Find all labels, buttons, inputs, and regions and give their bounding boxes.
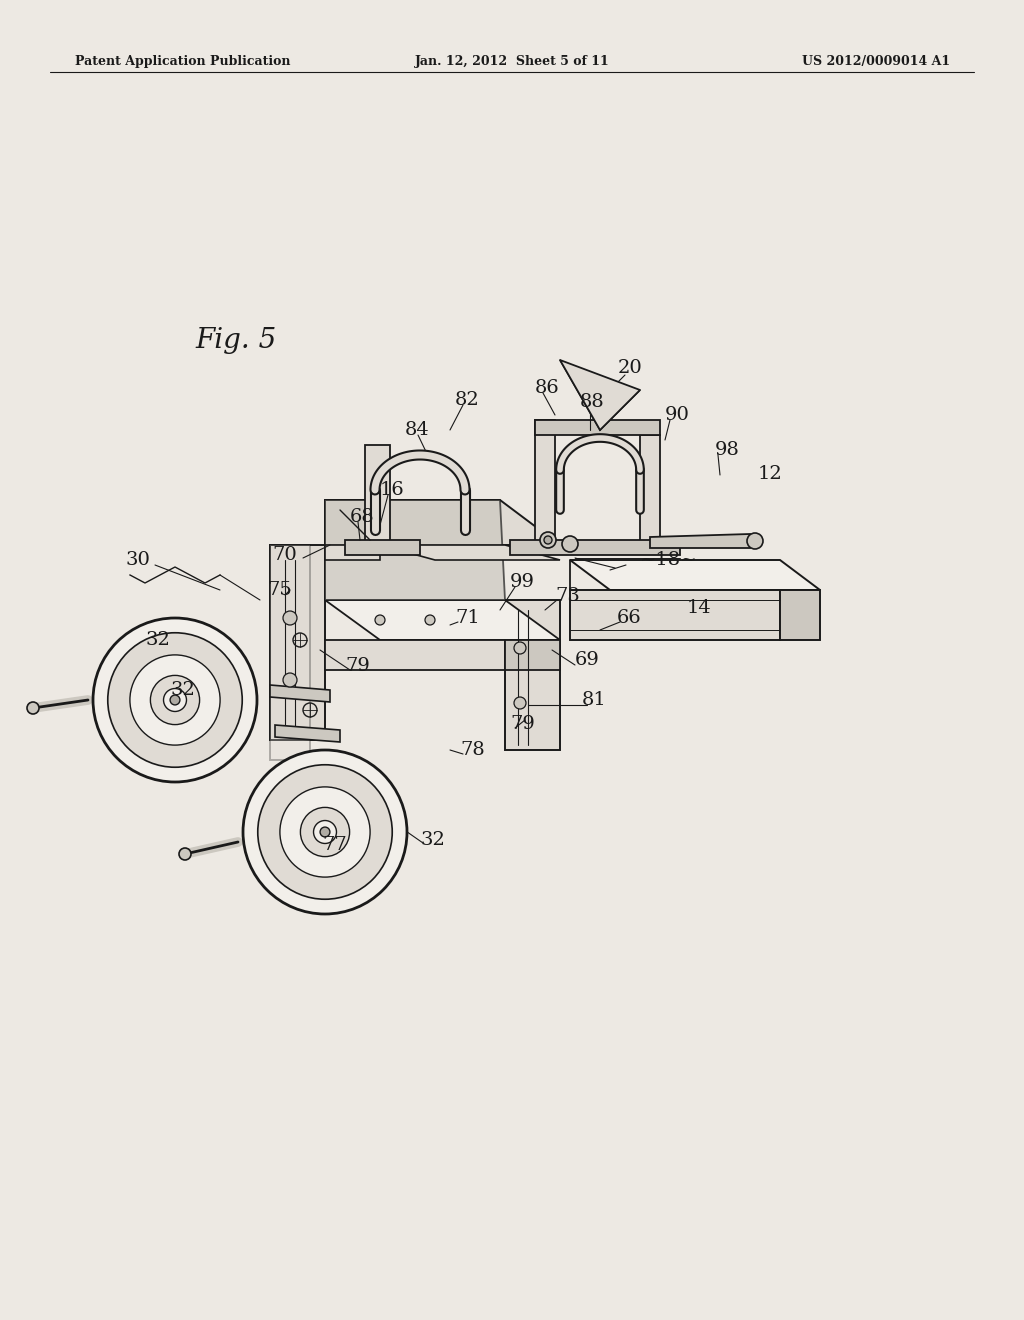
Text: 79: 79 [510,715,535,733]
Text: 30: 30 [125,550,150,569]
Polygon shape [505,640,560,671]
Circle shape [375,615,385,624]
Circle shape [130,655,220,744]
Circle shape [27,702,39,714]
Polygon shape [275,725,340,742]
Polygon shape [535,420,660,436]
Circle shape [425,615,435,624]
Text: 77: 77 [322,836,347,854]
Polygon shape [570,560,820,590]
Text: 69: 69 [575,651,600,669]
Text: 75: 75 [267,581,293,599]
Circle shape [283,673,297,686]
Polygon shape [325,500,505,601]
Polygon shape [325,601,560,640]
Polygon shape [365,445,390,545]
Circle shape [514,642,526,653]
Circle shape [280,787,370,876]
Circle shape [243,750,407,913]
Polygon shape [780,590,820,640]
Polygon shape [505,601,560,750]
Text: 82: 82 [455,391,480,409]
Circle shape [93,618,257,781]
Circle shape [540,532,556,548]
Text: 84: 84 [406,421,430,440]
Polygon shape [345,540,420,554]
Text: 98: 98 [715,441,740,459]
Circle shape [544,536,552,544]
Polygon shape [510,540,680,554]
Polygon shape [270,545,325,741]
Text: 73: 73 [555,587,580,605]
Polygon shape [325,545,380,560]
Text: 68: 68 [350,508,375,525]
Text: 20: 20 [618,359,643,378]
Text: Fig. 5: Fig. 5 [195,326,276,354]
Text: 70: 70 [272,546,297,564]
Polygon shape [640,436,660,545]
Polygon shape [380,545,560,560]
Text: 86: 86 [535,379,560,397]
Text: Patent Application Publication: Patent Application Publication [75,55,291,69]
Text: 90: 90 [665,407,690,424]
Text: 71: 71 [455,609,480,627]
Circle shape [313,821,337,843]
Text: 66: 66 [617,609,642,627]
Circle shape [283,611,297,624]
Text: US 2012/0009014 A1: US 2012/0009014 A1 [802,55,950,69]
Circle shape [514,697,526,709]
Text: 81: 81 [582,690,607,709]
Text: ~18~: ~18~ [640,550,697,569]
Text: 99: 99 [510,573,535,591]
Circle shape [151,676,200,725]
Text: 88: 88 [580,393,605,411]
Polygon shape [325,500,560,545]
Polygon shape [560,360,640,430]
Circle shape [300,808,349,857]
Text: 16: 16 [380,480,404,499]
Circle shape [170,696,180,705]
Text: 32: 32 [170,681,195,700]
Polygon shape [325,640,505,671]
Text: 32: 32 [420,832,444,849]
Circle shape [746,533,763,549]
Polygon shape [535,420,555,545]
Text: 79: 79 [345,657,370,675]
Polygon shape [650,535,750,548]
Circle shape [108,632,243,767]
Text: 32: 32 [145,631,170,649]
Polygon shape [270,545,310,760]
Polygon shape [570,590,780,640]
Circle shape [179,847,191,861]
Circle shape [258,764,392,899]
Circle shape [321,828,330,837]
Text: 78: 78 [460,741,484,759]
Circle shape [164,689,186,711]
Text: Jan. 12, 2012  Sheet 5 of 11: Jan. 12, 2012 Sheet 5 of 11 [415,55,609,69]
Text: 12: 12 [758,465,782,483]
Circle shape [562,536,578,552]
Polygon shape [270,685,330,702]
Text: 14: 14 [687,599,712,616]
